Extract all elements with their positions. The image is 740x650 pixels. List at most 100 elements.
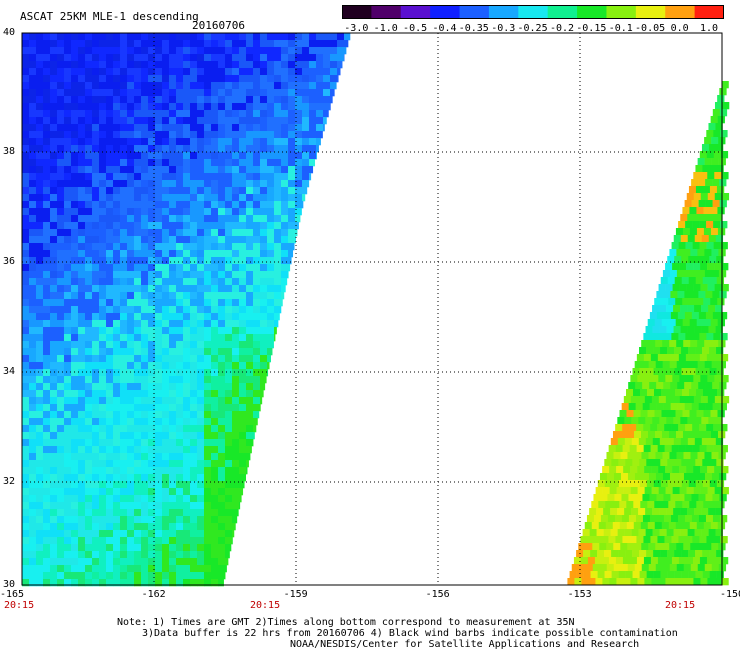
swath-cell bbox=[183, 292, 191, 300]
swath-cell bbox=[183, 229, 191, 237]
swath-cell bbox=[106, 264, 114, 272]
swath-cell bbox=[50, 124, 58, 132]
swath-cell bbox=[659, 305, 667, 313]
swath-cell bbox=[664, 424, 672, 432]
swath-cell bbox=[36, 152, 44, 160]
time-label: 20:15 bbox=[250, 600, 281, 611]
swath-cell bbox=[155, 376, 163, 384]
swath-cell bbox=[253, 250, 261, 258]
swath-cell bbox=[719, 109, 728, 117]
swath-cell bbox=[106, 460, 114, 468]
swath-cell bbox=[106, 299, 114, 307]
swath-cell bbox=[85, 292, 93, 300]
swath-cell bbox=[57, 278, 65, 286]
swath-cell bbox=[64, 376, 72, 384]
swath-cell bbox=[169, 509, 177, 517]
swath-cell bbox=[197, 320, 205, 328]
swath-cell bbox=[330, 96, 333, 104]
swath-cell bbox=[92, 327, 100, 335]
swath-cell bbox=[679, 396, 688, 404]
swath-cell bbox=[162, 75, 170, 83]
swath-cell bbox=[78, 243, 86, 251]
swath-cell bbox=[99, 82, 107, 90]
swath-cell bbox=[218, 145, 226, 153]
swath-cell bbox=[85, 341, 93, 349]
swath-cell bbox=[225, 488, 233, 496]
swath-cell bbox=[148, 565, 156, 573]
swath-cell bbox=[169, 292, 177, 300]
swath-cell bbox=[22, 152, 30, 160]
swath-cell bbox=[218, 572, 226, 580]
swath-cell bbox=[106, 551, 114, 559]
swath-cell bbox=[225, 544, 232, 552]
swath-cell bbox=[619, 522, 628, 530]
swath-cell bbox=[648, 340, 656, 348]
swath-cell bbox=[309, 68, 317, 76]
colorbar-tick-label: -0.15 bbox=[576, 23, 607, 34]
swath-cell bbox=[628, 515, 637, 523]
swath-cell bbox=[232, 390, 240, 398]
swath-cell bbox=[148, 488, 156, 496]
swath-cell bbox=[92, 390, 100, 398]
swath-cell bbox=[687, 235, 696, 243]
swath-cell bbox=[85, 572, 93, 580]
swath-cell bbox=[218, 502, 226, 510]
swath-cell bbox=[92, 180, 100, 188]
swath-cell bbox=[267, 208, 275, 216]
swath-cell bbox=[29, 320, 37, 328]
swath-cell bbox=[190, 33, 198, 41]
swath-cell bbox=[176, 362, 184, 370]
swath-cell bbox=[120, 460, 128, 468]
swath-cell bbox=[615, 424, 623, 432]
swath-cell bbox=[696, 522, 705, 530]
swath-cell bbox=[239, 376, 247, 384]
swath-cell bbox=[700, 487, 708, 495]
swath-cell bbox=[134, 33, 142, 41]
swath-cell bbox=[92, 453, 100, 461]
swath-cell bbox=[183, 530, 191, 538]
swath-cell bbox=[29, 166, 37, 174]
swath-cell bbox=[685, 221, 693, 229]
swath-cell bbox=[85, 411, 93, 419]
swath-cell bbox=[218, 117, 226, 125]
swath-cell bbox=[78, 327, 86, 335]
swath-cell bbox=[57, 418, 65, 426]
swath-cell bbox=[106, 236, 114, 244]
swath-cell bbox=[253, 110, 261, 118]
swath-cell bbox=[155, 495, 163, 503]
swath-cell bbox=[120, 488, 128, 496]
swath-cell bbox=[260, 215, 268, 223]
swath-cell bbox=[78, 40, 86, 48]
swath-cell bbox=[134, 180, 142, 188]
swath-cell bbox=[337, 40, 345, 48]
swath-cell bbox=[134, 467, 142, 475]
swath-cell bbox=[645, 438, 654, 446]
swath-cell bbox=[22, 201, 30, 209]
swath-cell bbox=[211, 439, 219, 447]
swath-cell bbox=[92, 551, 100, 559]
swath-cell bbox=[693, 487, 701, 495]
swath-cell bbox=[673, 326, 681, 334]
swath-cell bbox=[85, 495, 93, 503]
swath-cell bbox=[717, 95, 725, 103]
swath-cell bbox=[50, 103, 58, 111]
swath-cell bbox=[120, 355, 128, 363]
swath-cell bbox=[197, 68, 205, 76]
swath-cell bbox=[183, 117, 191, 125]
swath-cell bbox=[64, 243, 72, 251]
swath-cell bbox=[57, 446, 65, 454]
swath-cell bbox=[655, 543, 663, 551]
swath-cell bbox=[43, 180, 51, 188]
swath-cell bbox=[645, 326, 653, 334]
swath-cell bbox=[623, 396, 632, 404]
swath-cell bbox=[190, 327, 198, 335]
swath-cell bbox=[316, 54, 324, 62]
swath-cell bbox=[183, 369, 191, 377]
swath-cell bbox=[99, 439, 107, 447]
swath-cell bbox=[232, 152, 240, 160]
swath-cell bbox=[697, 340, 705, 348]
swath-cell bbox=[169, 579, 177, 587]
swath-cell bbox=[653, 368, 661, 376]
swath-cell bbox=[127, 516, 135, 524]
swath-cell bbox=[716, 347, 724, 355]
